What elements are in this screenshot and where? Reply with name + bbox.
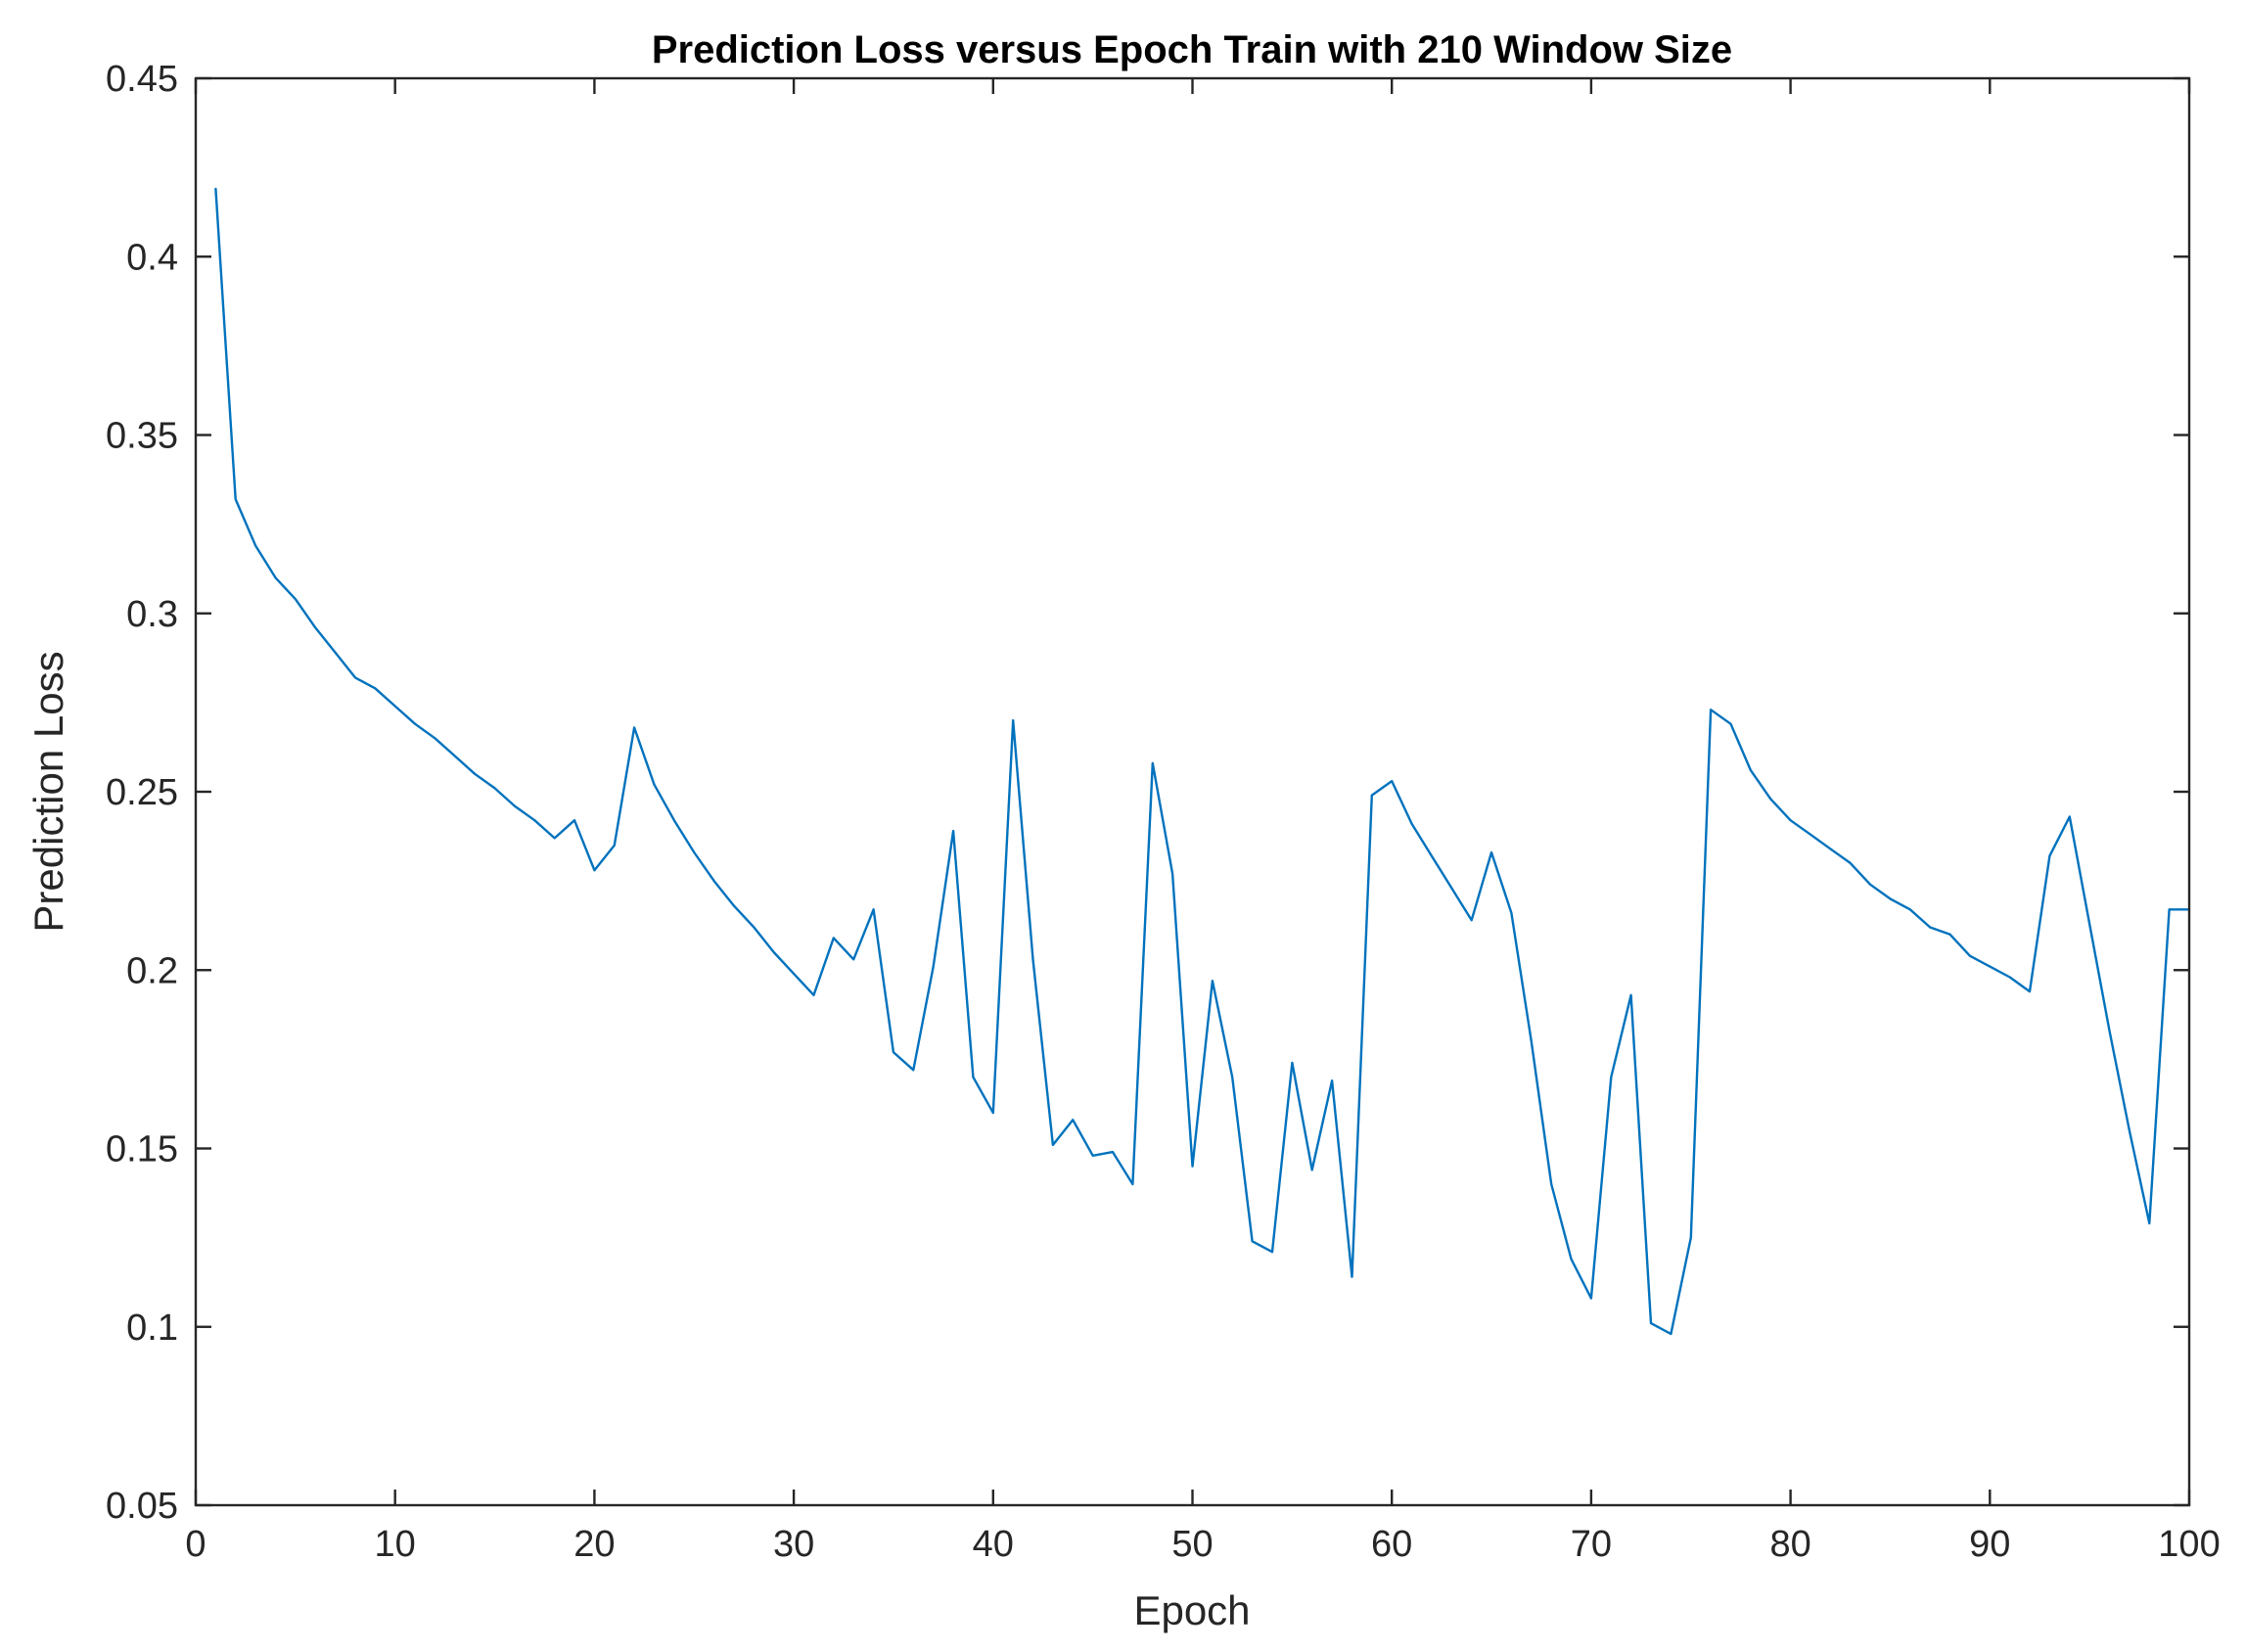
y-tick-label: 0.15 [106, 1129, 178, 1170]
y-tick-label: 0.25 [106, 772, 178, 813]
y-axis-label: Prediction Loss [25, 651, 71, 932]
y-axis: 0.05 0.1 0.15 0.2 0.25 0.3 0.35 0.4 0.45 [106, 59, 2189, 1527]
x-tick-label: 70 [1571, 1524, 1612, 1565]
y-tick-label: 0.45 [106, 59, 178, 100]
x-tick-label: 60 [1371, 1524, 1412, 1565]
series-line [214, 187, 2191, 1336]
x-axis-label: Epoch [1133, 1587, 1250, 1633]
y-tick-label: 0.2 [126, 950, 178, 991]
x-tick-label: 90 [1969, 1524, 2010, 1565]
x-tick-label: 100 [2158, 1524, 2220, 1565]
x-tick-label: 10 [375, 1524, 416, 1565]
y-tick-label: 0.4 [126, 237, 178, 278]
x-tick-label: 30 [773, 1524, 814, 1565]
series-group [214, 187, 2191, 1336]
x-axis: 0 10 20 30 40 50 60 70 80 90 100 [185, 78, 2221, 1565]
x-tick-label: 50 [1171, 1524, 1213, 1565]
y-tick-label: 0.1 [126, 1308, 178, 1349]
plot-area-frame [194, 76, 2191, 1507]
x-tick-label: 0 [185, 1524, 206, 1565]
y-tick-label: 0.3 [126, 594, 178, 635]
y-tick-label: 0.35 [106, 416, 178, 457]
y-tick-label: 0.05 [106, 1486, 178, 1527]
x-tick-label: 80 [1769, 1524, 1810, 1565]
chart-title: Prediction Loss versus Epoch Train with … [652, 28, 1732, 71]
x-tick-label: 20 [573, 1524, 615, 1565]
x-tick-label: 40 [973, 1524, 1014, 1565]
